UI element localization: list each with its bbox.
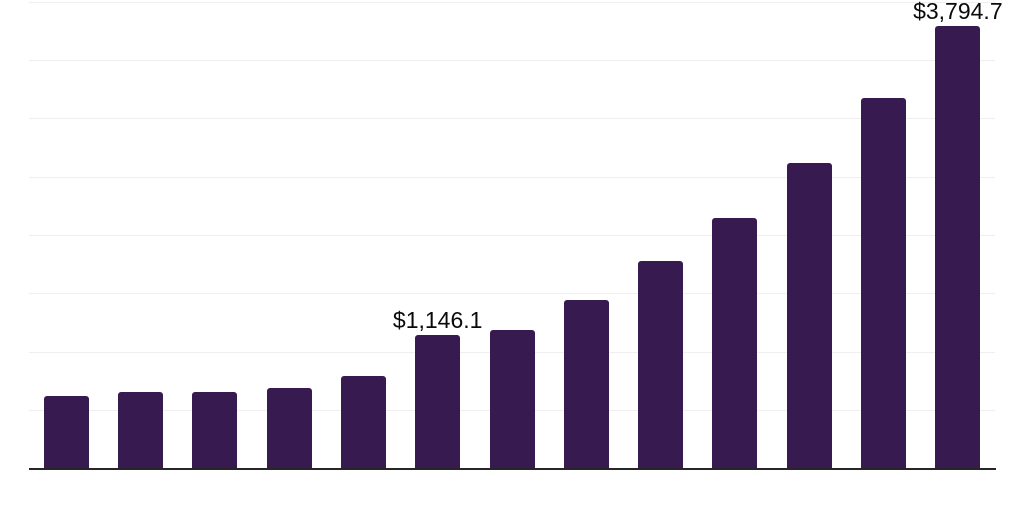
gridline-3000 <box>29 118 995 120</box>
gridline-3500 <box>29 59 995 61</box>
bar-2023 <box>415 335 461 469</box>
bar-2018 <box>43 396 89 469</box>
bar-2027 <box>712 217 758 469</box>
bar-2030 <box>935 25 981 469</box>
bar-2022 <box>340 375 386 469</box>
bar-2025 <box>563 299 609 469</box>
bar-2024 <box>489 330 535 469</box>
bar-2019 <box>117 391 163 469</box>
gridline-2500 <box>29 176 995 178</box>
x-axis-line <box>29 468 996 470</box>
gridline-2000 <box>29 235 995 236</box>
bar-2029 <box>861 97 907 469</box>
bar-2020 <box>192 392 238 469</box>
gridline-1500 <box>29 293 995 295</box>
gridline-4000 <box>29 1 995 3</box>
value-label-2030: $3,794.7 <box>913 0 1003 24</box>
bar-2026 <box>638 261 684 469</box>
bar-2028 <box>786 163 832 469</box>
value-label-2023: $1,146.1 <box>392 307 483 334</box>
bar-2021 <box>266 387 312 469</box>
